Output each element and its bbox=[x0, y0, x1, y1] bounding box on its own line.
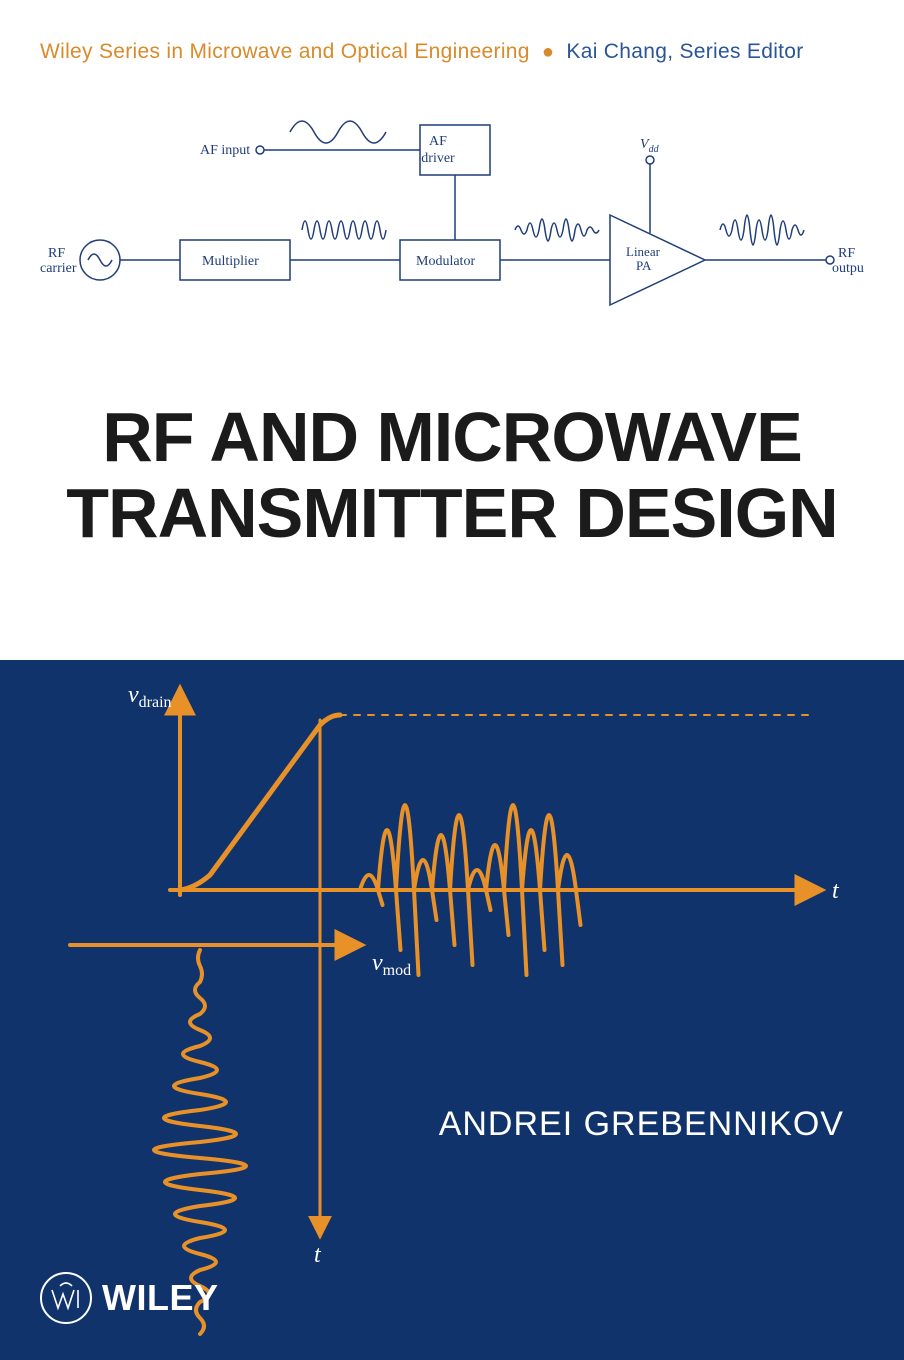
bottom-section: vdrain t vmod t ANDREI GREBENNIKOV WILEY bbox=[0, 660, 904, 1360]
af-driver-label2: driver bbox=[421, 151, 455, 166]
vdd-label: Vdd bbox=[640, 137, 660, 155]
rf-output-label2: output bbox=[832, 261, 864, 276]
rf-carrier-label2: carrier bbox=[40, 261, 77, 276]
rf-carrier-label: RF bbox=[48, 246, 65, 261]
block-diagram: RF carrier Multiplier AF input AF driver… bbox=[40, 90, 864, 350]
series-name: Wiley Series in Microwave and Optical En… bbox=[40, 40, 530, 63]
modulator-label: Modulator bbox=[416, 254, 475, 269]
linear-pa-label2: PA bbox=[636, 258, 652, 273]
vdrain-label: vdrain bbox=[128, 682, 172, 711]
rf-output-label1: RF bbox=[838, 246, 855, 261]
book-title: RF AND MICROWAVE TRANSMITTER DESIGN bbox=[0, 400, 904, 551]
title-line-2: TRANSMITTER DESIGN bbox=[0, 476, 904, 552]
vmod-label: vmod bbox=[372, 950, 411, 979]
multiplier-label: Multiplier bbox=[202, 254, 259, 269]
modulation-diagram: vdrain t vmod t bbox=[0, 660, 904, 1360]
t-label-top: t bbox=[832, 878, 840, 904]
af-driver-label1: AF bbox=[429, 134, 447, 149]
top-section: Wiley Series in Microwave and Optical En… bbox=[0, 0, 904, 660]
wiley-mark-icon bbox=[40, 1272, 92, 1324]
publisher-name: WILEY bbox=[102, 1277, 219, 1319]
t-label-bottom: t bbox=[314, 1242, 322, 1268]
author-name: ANDREI GREBENNIKOV bbox=[439, 1105, 844, 1144]
series-editor: Kai Chang, Series Editor bbox=[566, 40, 803, 63]
series-line: Wiley Series in Microwave and Optical En… bbox=[40, 40, 864, 64]
title-line-1: RF AND MICROWAVE bbox=[0, 400, 904, 476]
af-input-label: AF input bbox=[200, 143, 250, 158]
bullet-icon: ● bbox=[542, 41, 554, 63]
publisher-logo: WILEY bbox=[40, 1272, 219, 1324]
linear-pa-label1: Linear bbox=[626, 244, 661, 259]
wiley-emblem-icon bbox=[46, 1278, 86, 1318]
